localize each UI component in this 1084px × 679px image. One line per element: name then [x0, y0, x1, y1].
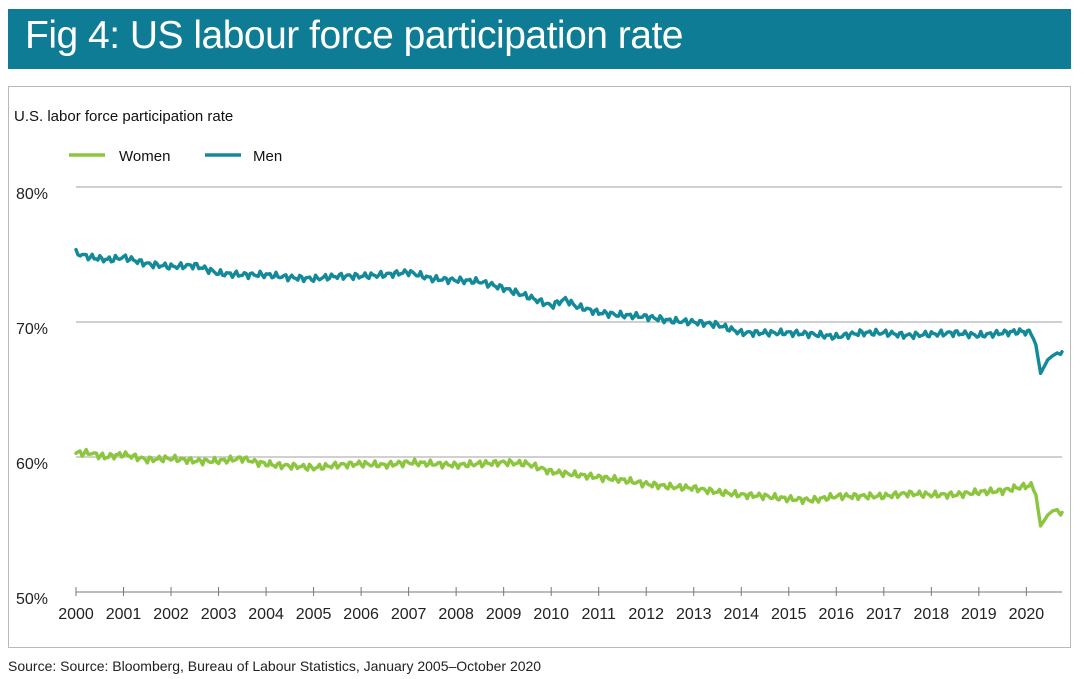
legend-label-women: Women	[119, 148, 170, 165]
x-tick-label-2016: 2016	[818, 606, 854, 623]
x-tick-label-2011: 2011	[581, 606, 616, 623]
x-tick-label-2007: 2007	[391, 606, 427, 623]
chart-legend: Women Men	[69, 148, 282, 165]
line-chart: U.S. labor force participation rate Wome…	[14, 108, 1064, 623]
x-tick-label-2009: 2009	[486, 606, 522, 623]
x-tick-label-2020: 2020	[1009, 606, 1045, 623]
x-tick-label-2003: 2003	[201, 606, 237, 623]
x-tick-label-2019: 2019	[961, 606, 997, 623]
x-tick-label-2000: 2000	[58, 606, 94, 623]
x-tick-label-2013: 2013	[676, 606, 712, 623]
figure-header-bar: Fig 4: US labour force participation rat…	[8, 9, 1071, 69]
series-layer	[74, 247, 1064, 528]
chart-panel: U.S. labor force participation rate Wome…	[8, 86, 1071, 648]
x-tick-label-2005: 2005	[296, 606, 332, 623]
y-tick-label-80: 80%	[16, 186, 48, 203]
y-tick-label-70: 70%	[16, 321, 48, 338]
figure-title: Fig 4: US labour force participation rat…	[25, 14, 684, 57]
x-tick-label-2004: 2004	[248, 606, 284, 623]
x-tick-label-2002: 2002	[153, 606, 189, 623]
x-tick-label-2010: 2010	[533, 606, 569, 623]
y-tick-label-60: 60%	[16, 456, 48, 473]
chart-title: U.S. labor force participation rate	[14, 108, 233, 125]
x-tick-label-2012: 2012	[628, 606, 664, 623]
series-line-men	[74, 247, 1064, 375]
legend-label-men: Men	[253, 148, 282, 165]
x-tick-label-2014: 2014	[723, 606, 759, 623]
x-tick-label-2015: 2015	[771, 606, 807, 623]
x-tick-label-2001: 2001	[106, 606, 142, 623]
x-axis: 2000 2001 2002 2003 2004 2005 2006 2007 2008 2009…	[58, 587, 1062, 623]
x-tick-label-2017: 2017	[866, 606, 902, 623]
y-tick-label-50: 50%	[16, 591, 48, 608]
x-tick-label-2018: 2018	[914, 606, 950, 623]
series-line-women	[74, 447, 1064, 528]
grid-layer: 50% 60% 70% 80%	[16, 186, 1062, 608]
source-note: Source: Source: Bloomberg, Bureau of Lab…	[8, 658, 542, 674]
x-tick-label-2008: 2008	[438, 606, 474, 623]
x-tick-label-2006: 2006	[343, 606, 379, 623]
